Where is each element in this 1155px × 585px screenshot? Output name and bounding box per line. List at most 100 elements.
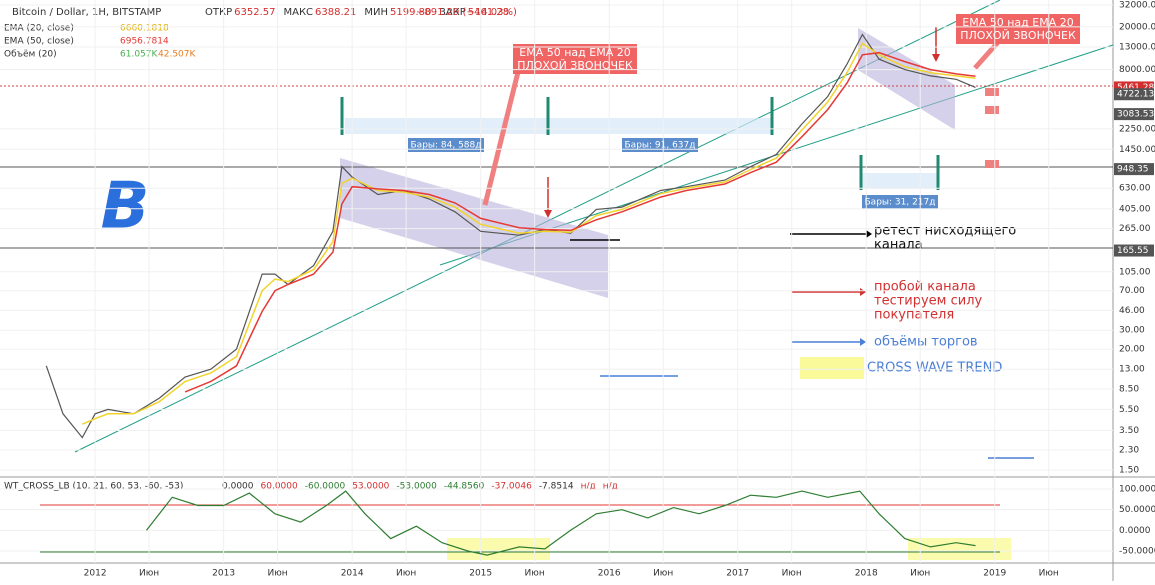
ohlc-label: ЗАКР — [439, 7, 465, 18]
bars-label: Бары: 84, 588д — [411, 141, 482, 151]
annotation: покупателя — [874, 308, 954, 323]
bars-label: Бары: 31, 217д — [865, 198, 936, 208]
ohlc-label: ОТКР — [205, 7, 232, 18]
range-box — [345, 118, 773, 134]
ohlc-value: 5461.28 — [468, 7, 509, 18]
x-tick-label: Июн — [782, 569, 802, 579]
osc-value: -7.8514 — [539, 482, 574, 492]
y-tick-label: 1450.00 — [1119, 145, 1155, 155]
price-label: 5461.28 — [1117, 83, 1154, 93]
osc-value: -44.8560 — [444, 482, 485, 492]
osc-value: -60.0000 — [305, 482, 346, 492]
y-tick-label: 32000.00 — [1119, 0, 1155, 10]
osc-value: -37.0046 — [491, 482, 532, 492]
range-box — [862, 173, 938, 189]
ohlc-value: 6352.57 — [234, 7, 275, 18]
highlight — [908, 538, 1011, 560]
y-tick-label: 50.0000 — [1119, 505, 1155, 515]
y-tick-label: 20000.00 — [1119, 22, 1155, 32]
x-tick-label: 2017 — [726, 569, 749, 579]
y-tick-label: 105.00 — [1119, 267, 1151, 277]
callout-text: ПЛОХОЙ ЗВОНОЧЕК — [517, 59, 633, 72]
x-tick-label: 2014 — [341, 569, 364, 579]
y-tick-label: 13.00 — [1119, 365, 1145, 375]
x-tick-label: Июн — [139, 569, 159, 579]
callout: ЕМА 50 над ЕМА 20 ПЛОХОЙ ЗВОНОЧЕК ЕМА 50… — [408, 14, 1080, 209]
y-tick-label: 8000.00 — [1119, 65, 1155, 75]
callout-text: ПЛОХОЙ ЗВОНОЧЕК — [960, 29, 1076, 42]
annotation: ретест нисходящего — [874, 224, 1016, 239]
y-tick-label: 3.50 — [1119, 426, 1139, 436]
x-tick-label: Июн — [1039, 569, 1059, 579]
y-tick-label: 8.50 — [1119, 385, 1139, 395]
indicator-value: 6956.7814 — [120, 37, 169, 47]
callout-text: ЕМА 50 над ЕМА 20 — [962, 16, 1073, 29]
x-tick-label: Июн — [525, 569, 545, 579]
indicator-value: 61.057K — [120, 50, 158, 60]
x-tick-label: Июн — [268, 569, 288, 579]
x-tick-label: 2015 — [469, 569, 492, 579]
y-tick-label: 2.30 — [1119, 446, 1139, 456]
y-tick-label: 5.50 — [1119, 405, 1139, 415]
x-tick-label: 2018 — [855, 569, 878, 579]
marker — [985, 88, 999, 96]
price-label-bg — [1114, 88, 1154, 101]
y-tick-label: 630.00 — [1119, 184, 1151, 194]
indicator-name: EMA (50, close) — [4, 37, 74, 47]
x-tick-label: 2013 — [212, 569, 235, 579]
x-tick-label: 2019 — [983, 569, 1006, 579]
price-label-bg — [1114, 244, 1154, 257]
symbol-title: Bitcoin / Dollar, 1H, BITSTAMP — [12, 7, 161, 18]
annotation: объёмы торгов — [874, 335, 978, 350]
price-label: 948.35 — [1117, 165, 1149, 175]
series-line — [184, 51, 976, 393]
marker — [985, 160, 999, 168]
indicator-name: Объём (20) — [4, 50, 57, 60]
legend-swatch — [800, 357, 864, 379]
y-tick-label: 46.00 — [1119, 306, 1145, 316]
highlight — [447, 538, 550, 560]
y-tick-label: 0.0000 — [1119, 526, 1151, 536]
y-tick-label: 20.00 — [1119, 345, 1145, 355]
y-tick-label: 2250.00 — [1119, 124, 1155, 134]
y-tick-label: 70.00 — [1119, 286, 1145, 296]
ohlc-label: МИН — [364, 7, 388, 18]
price-label-bg — [1114, 163, 1154, 176]
y-tick-label: 405.00 — [1119, 204, 1151, 214]
annotation: пробой канала — [874, 280, 976, 295]
osc-value: 0.0000 — [222, 482, 254, 492]
price-label: 165.55 — [1117, 246, 1149, 256]
indicator-name: EMA (20, close) — [4, 24, 74, 34]
y-tick-label: 100.0000 — [1119, 484, 1155, 494]
osc-value: -53.0000 — [396, 482, 437, 492]
bars-label: Бары: 91, 637д — [625, 141, 696, 151]
osc-value: н/д — [581, 482, 596, 492]
price-label: 3083.53 — [1117, 110, 1154, 120]
osc-values: 0.0000 60.0000 -60.0000 53.0000 -53.0000 -44.… — [222, 482, 618, 492]
x-tick-label: Июн — [653, 569, 673, 579]
x-tick-label: 2016 — [598, 569, 621, 579]
marker — [985, 106, 999, 114]
osc-value: 53.0000 — [352, 482, 389, 492]
osc-value: 60.0000 — [261, 482, 298, 492]
y-tick-label: 13000.00 — [1119, 42, 1155, 52]
y-tick-label: -50.0000 — [1119, 547, 1155, 557]
series-line — [146, 490, 976, 556]
annotation: канала — [874, 238, 923, 253]
x-tick-label: Июн — [396, 569, 416, 579]
osc-value: н/д — [603, 482, 618, 492]
ohlc: ОТКР 6352.57 МАКС 6388.21 МИН 5199.80 ЗАКР 5461… — [205, 7, 509, 18]
indicator-value: 6660.1818 — [120, 24, 169, 34]
y-tick-label: 1.50 — [1119, 465, 1139, 475]
x-tick-label: 2012 — [84, 569, 107, 579]
bitcoin-logo: B — [101, 170, 150, 244]
series-line — [82, 42, 976, 425]
annotation: CROSS WAVE TREND — [867, 361, 1002, 376]
y-tick-label: 30.00 — [1119, 326, 1145, 336]
x-tick-label: Июн — [910, 569, 930, 579]
ohlc-value: 6388.21 — [315, 7, 356, 18]
series-line — [45, 33, 976, 439]
indicator-name: WT_CROSS_LB (10, 21, 60, 53, -60, -53) — [4, 482, 183, 492]
callout-text: ЕМА 50 над ЕМА 20 — [519, 46, 630, 59]
